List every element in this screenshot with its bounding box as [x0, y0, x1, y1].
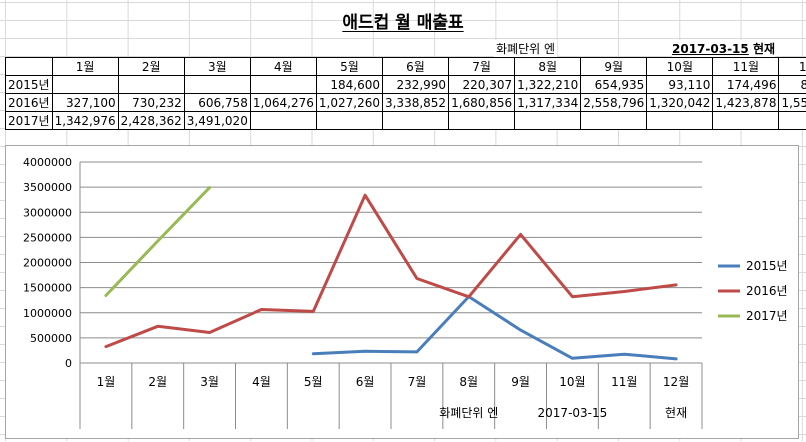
y-tick-label: 1500000 [23, 282, 72, 295]
x-tick-label: 12월 [663, 375, 689, 389]
table-cell[interactable]: 327,100 [52, 94, 118, 112]
table-cell[interactable]: 1,320,042 [647, 94, 713, 112]
table-cell[interactable]: 2,428,362 [118, 112, 184, 130]
table-cell[interactable] [382, 112, 448, 130]
y-tick-label: 2500000 [23, 231, 72, 244]
x-tick-label: 2월 [148, 375, 167, 389]
x-tick-label: 10월 [559, 375, 585, 389]
table-corner-cell[interactable] [6, 58, 53, 76]
table-cell[interactable]: 654,935 [581, 76, 647, 94]
month-header[interactable]: 1월 [52, 58, 118, 76]
table-cell[interactable]: 1,680,856 [449, 94, 515, 112]
table-cell[interactable] [184, 76, 250, 94]
x-tick-label: 1월 [97, 375, 116, 389]
x-tick-label: 7월 [408, 375, 427, 389]
date-value: 2017-03-15 [672, 42, 749, 56]
sales-table: 1월 2월 3월 4월 5월 6월 7월 8월 9월 10월 11월 12월 2… [5, 57, 806, 130]
series-line [106, 188, 210, 296]
month-header[interactable]: 2월 [118, 58, 184, 76]
series-line [106, 195, 676, 346]
table-cell[interactable]: 184,600 [316, 76, 382, 94]
chart-svg: 0 500000 1000000 1500000 2000000 2500000 30000… [6, 146, 798, 438]
table-row-2017: 2017년 1,342,976 2,428,362 3,491,020 [6, 112, 806, 130]
y-tick-label: 3000000 [23, 206, 72, 219]
x-tick-label: 8월 [459, 375, 478, 389]
table-cell[interactable]: 220,307 [449, 76, 515, 94]
row-label[interactable]: 2017년 [6, 112, 53, 130]
table-cell[interactable]: 606,758 [184, 94, 250, 112]
table-cell[interactable]: 1,322,210 [515, 76, 581, 94]
x-tick-label: 6월 [356, 375, 375, 389]
x-tick-label: 5월 [304, 375, 323, 389]
month-header[interactable]: 11월 [713, 58, 779, 76]
x-tick-label: 11월 [611, 375, 637, 389]
row-label[interactable]: 2016년 [6, 94, 53, 112]
y-tick-label: 4000000 [23, 156, 72, 169]
table-cell[interactable]: 1,553,588 [779, 94, 806, 112]
table-cell[interactable]: 730,232 [118, 94, 184, 112]
table-cell[interactable]: 1,423,878 [713, 94, 779, 112]
month-header[interactable]: 7월 [449, 58, 515, 76]
y-tick-label: 3500000 [23, 181, 72, 194]
table-cell[interactable]: 3,338,852 [382, 94, 448, 112]
table-cell[interactable]: 1,317,334 [515, 94, 581, 112]
table-cell[interactable] [250, 76, 316, 94]
unit-label: 화폐단위 엔 [494, 40, 557, 57]
table-cell[interactable] [779, 112, 806, 130]
x-secondary-label: 2017-03-15 [538, 406, 608, 420]
y-tick-label: 500000 [30, 332, 72, 345]
month-header[interactable]: 8월 [515, 58, 581, 76]
y-tick-label: 0 [65, 357, 72, 370]
table-cell[interactable]: 3,491,020 [184, 112, 250, 130]
x-tick-label: 4월 [252, 375, 271, 389]
y-tick-label: 1000000 [23, 307, 72, 320]
table-cell[interactable]: 1,064,276 [250, 94, 316, 112]
month-header[interactable]: 10월 [647, 58, 713, 76]
table-cell[interactable] [316, 112, 382, 130]
x-tick-label: 3월 [200, 375, 219, 389]
row-label[interactable]: 2015년 [6, 76, 53, 94]
month-header[interactable]: 6월 [382, 58, 448, 76]
table-header-row: 1월 2월 3월 4월 5월 6월 7월 8월 9월 10월 11월 12월 [6, 58, 806, 76]
table-cell[interactable] [647, 112, 713, 130]
legend-label: 2016년 [746, 284, 788, 298]
x-tick-label: 9월 [511, 375, 530, 389]
month-header[interactable]: 9월 [581, 58, 647, 76]
month-header[interactable]: 12월 [779, 58, 806, 76]
table-cell[interactable] [713, 112, 779, 130]
month-header[interactable]: 5월 [316, 58, 382, 76]
table-cell[interactable]: 93,110 [647, 76, 713, 94]
table-cell[interactable] [52, 76, 118, 94]
table-row-2015: 2015년 184,600 232,990 220,307 1,322,210 … [6, 76, 806, 94]
table-cell[interactable]: 2,558,796 [581, 94, 647, 112]
table-cell[interactable]: 1,342,976 [52, 112, 118, 130]
line-chart[interactable]: 0 500000 1000000 1500000 2000000 2500000 30000… [5, 145, 799, 439]
table-cell[interactable] [515, 112, 581, 130]
page-title: 애드컵 월 매출표 [0, 8, 806, 33]
table-cell[interactable] [581, 112, 647, 130]
table-cell[interactable] [118, 76, 184, 94]
table-cell[interactable]: 174,496 [713, 76, 779, 94]
table-cell[interactable]: 81,900 [779, 76, 806, 94]
table-cell[interactable]: 232,990 [382, 76, 448, 94]
table-cell[interactable]: 1,027,260 [316, 94, 382, 112]
x-secondary-label: 화폐단위 엔 [439, 406, 498, 420]
series-line [313, 297, 676, 359]
table-cell[interactable] [250, 112, 316, 130]
date-label: 2017-03-15 현재 [672, 40, 775, 57]
legend-label: 2015년 [746, 259, 788, 273]
table-cell[interactable] [449, 112, 515, 130]
date-suffix: 현재 [753, 42, 775, 56]
month-header[interactable]: 3월 [184, 58, 250, 76]
y-tick-label: 2000000 [23, 257, 72, 270]
table-row-2016: 2016년 327,100 730,232 606,758 1,064,276 … [6, 94, 806, 112]
month-header[interactable]: 4월 [250, 58, 316, 76]
legend-label: 2017년 [746, 309, 788, 323]
x-secondary-label: 현재 [665, 406, 687, 420]
